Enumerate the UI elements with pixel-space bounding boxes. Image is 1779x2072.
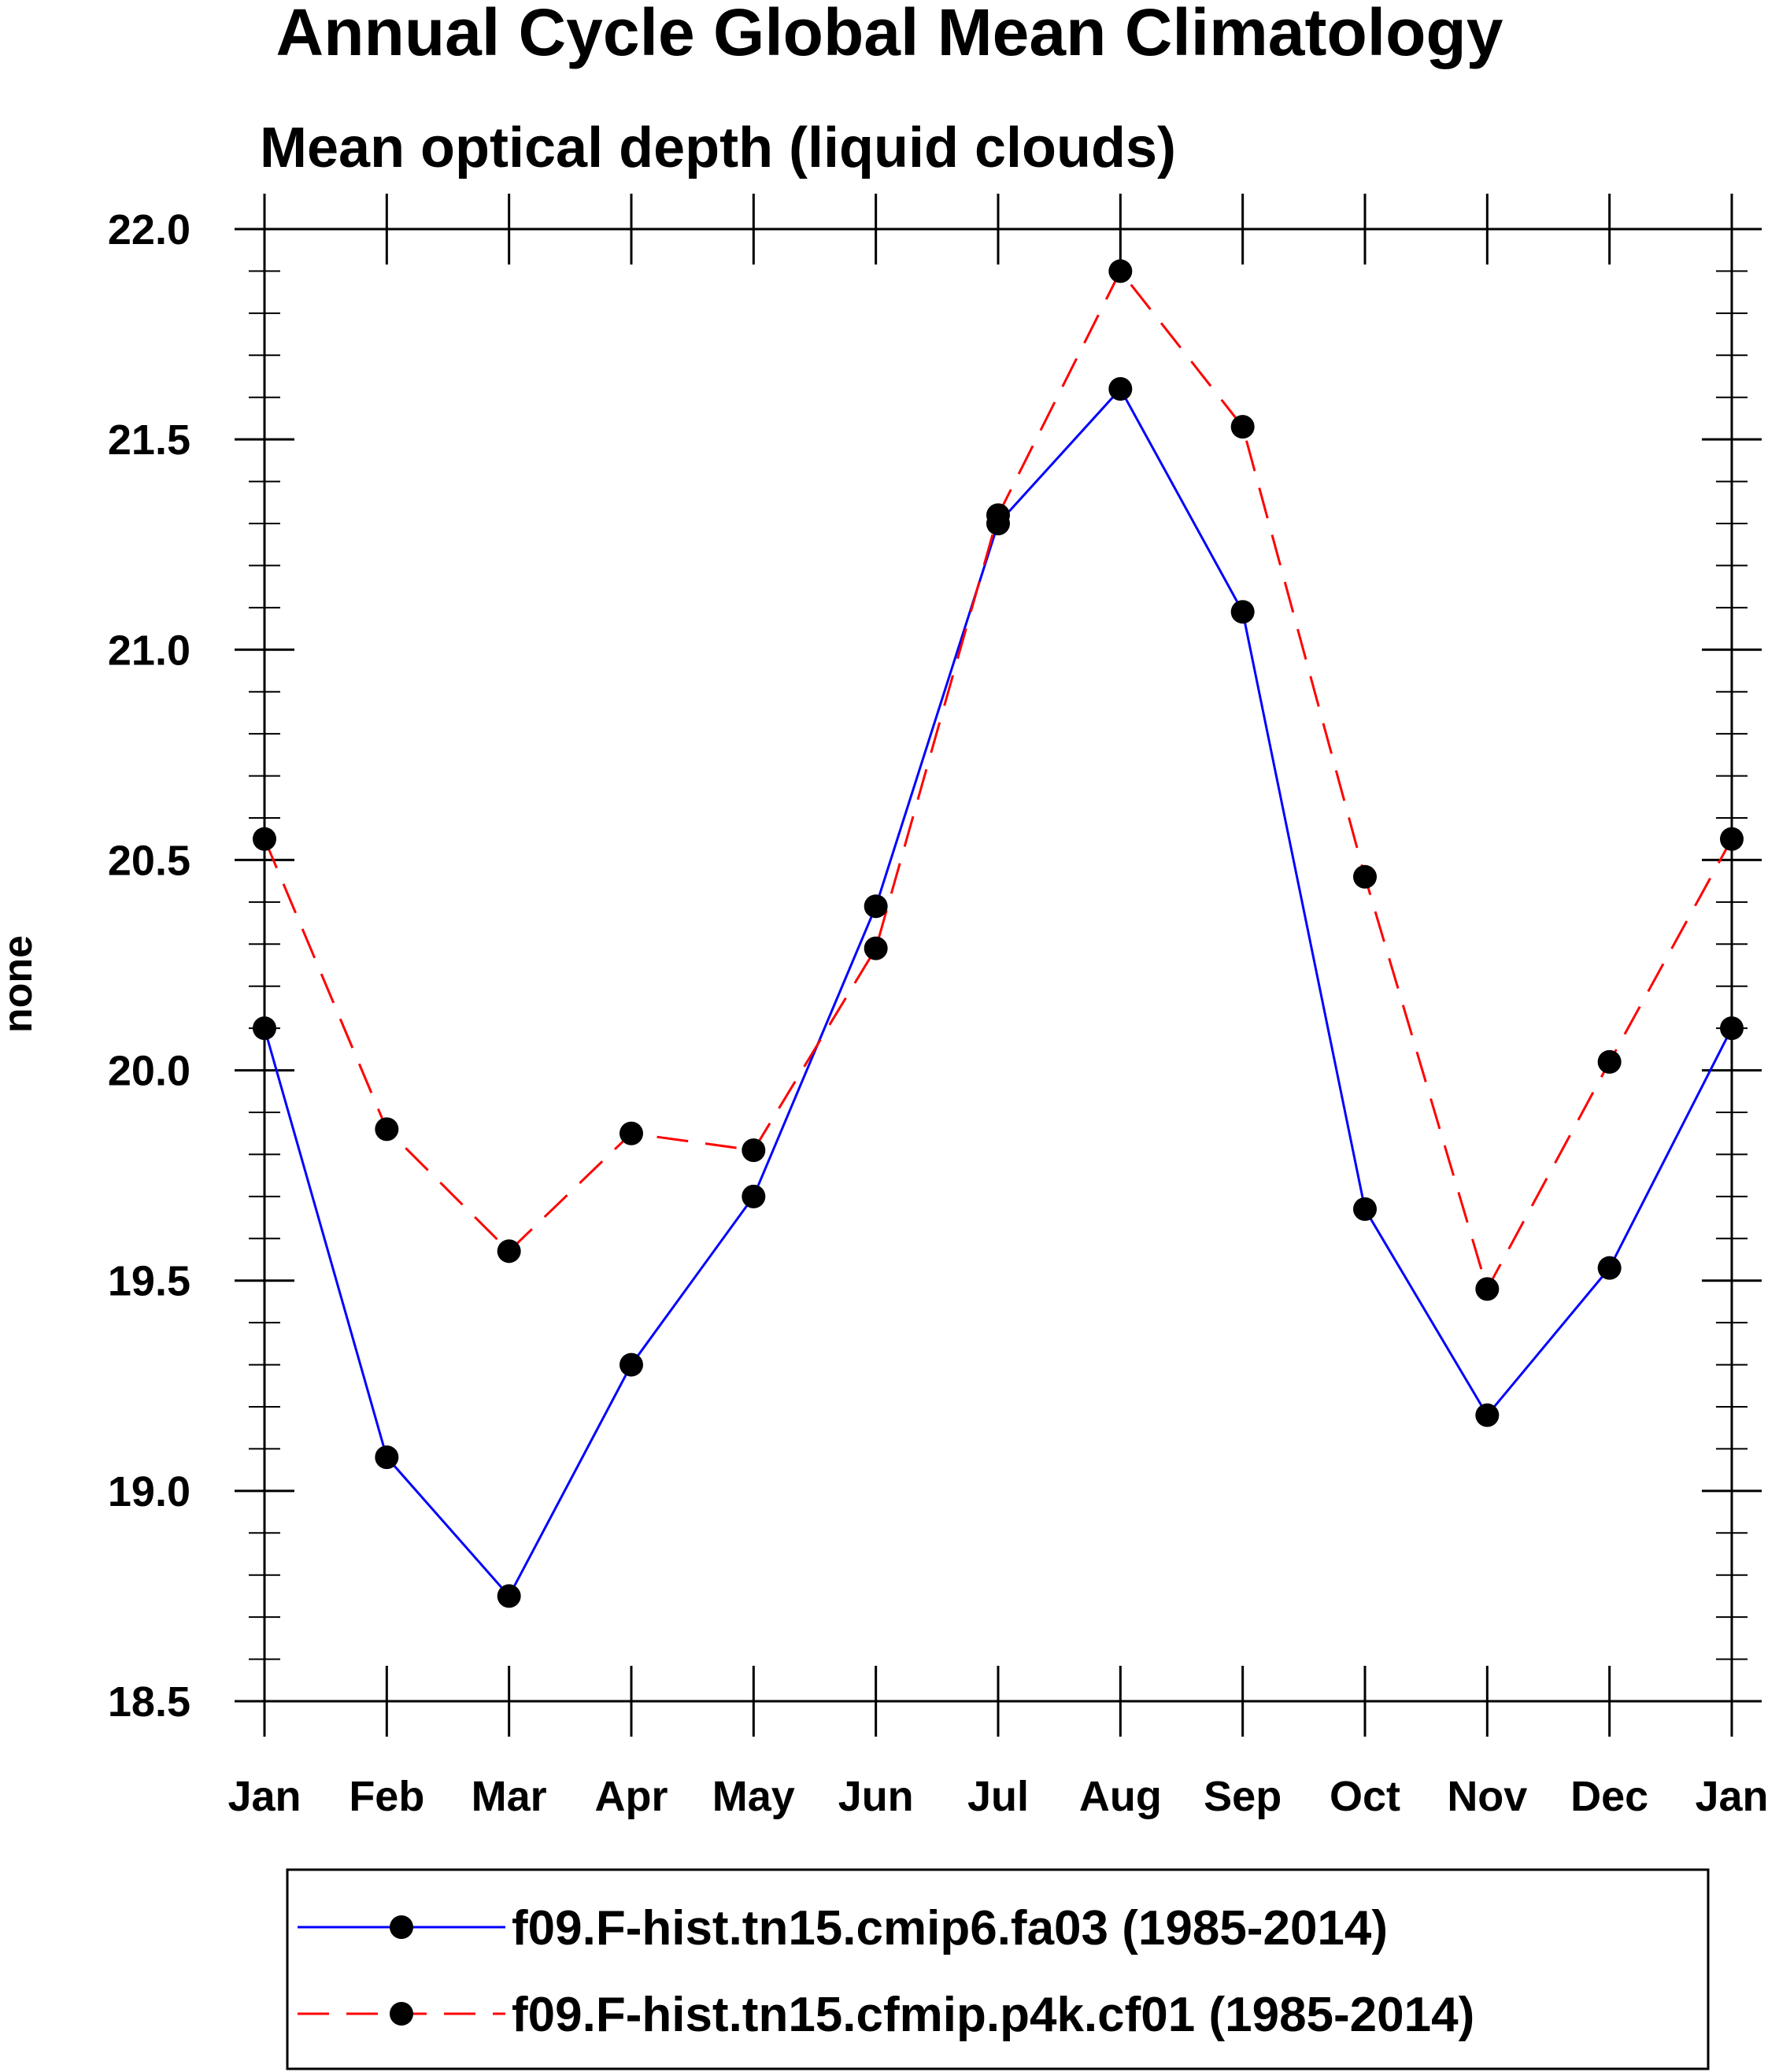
series-2-point [620,1121,643,1145]
series-line-1 [263,387,1733,1599]
series-2-point [864,936,888,960]
x-tick-label: Jul [967,1773,1029,1820]
series-2-point [1597,1049,1622,1074]
series-1-point [742,1184,766,1208]
legend-label-1: f09.F-hist.tn15.cmip6.fa03 (1985-2014) [512,1901,1388,1955]
series-layer [253,259,1744,1608]
minor-ticks [249,270,1748,1660]
x-tick-label: Oct [1330,1773,1400,1820]
chart-subtitle: Mean optical depth (liquid clouds) [260,117,1176,179]
x-tick-label: Jan [1695,1773,1768,1820]
x-tick-label: Apr [595,1773,668,1820]
legend-box [286,1868,1710,2070]
y-tick-label: 21.0 [108,627,190,674]
legend-label-2: f09.F-hist.tn15.cfmip.p4k.cf01 (1985-201… [512,1988,1474,2042]
series-2-point [1475,1277,1500,1301]
series-2-point [986,503,1010,527]
y-tick-label: 22.0 [108,206,190,253]
series-1-point [1475,1403,1500,1427]
series-2-point [1230,415,1255,439]
x-tick-label: Jun [838,1773,914,1820]
series-2-point [497,1239,521,1264]
x-tick-label: Jan [227,1773,301,1820]
x-tick-label: May [712,1773,795,1820]
series-1-point [620,1352,643,1377]
series-1-point [1597,1256,1622,1280]
x-tick-label: Dec [1570,1773,1648,1820]
major-ticks [235,194,1762,1737]
series-2-point [742,1138,766,1163]
series-line-2 [263,268,1733,1293]
series-1-point [1108,377,1133,401]
x-tick-label: Sep [1204,1773,1282,1820]
x-tick-labels: Jan Feb Mar Apr May Jun Jul Aug Sep Oct Nov Dec Jan [227,1773,1768,1820]
series-1-point [1230,600,1255,624]
legend: f09.F-hist.tn15.cmip6.fa03 (1985-2014) f0… [286,1868,1710,2070]
series-1-point [1353,1197,1377,1221]
y-tick-label: 21.5 [108,416,190,464]
series-1-point [864,894,888,919]
series-2-point [1108,259,1133,283]
x-tick-label: Nov [1447,1773,1527,1820]
y-tick-label: 19.5 [108,1258,190,1305]
x-tick-label: Aug [1079,1773,1162,1820]
y-axis-label: none [0,935,41,1033]
y-tick-label: 20.5 [108,837,190,884]
series-1-point [497,1584,521,1608]
series-2-point [1353,864,1377,889]
chart-title: Annual Cycle Global Mean Climatology [276,0,1503,69]
y-tick-label: 18.5 [108,1678,190,1726]
series-1-point [375,1445,399,1470]
y-tick-labels: 18.5 19.0 19.5 20.0 20.5 21.0 21.5 22.0 [108,206,190,1726]
legend-marker-2 [390,2002,413,2026]
y-tick-label: 19.0 [108,1468,190,1515]
series-2-point [375,1117,399,1141]
y-tick-label: 20.0 [108,1048,190,1095]
x-tick-label: Feb [349,1773,424,1820]
x-tick-label: Mar [472,1773,547,1820]
legend-marker-1 [390,1915,413,1939]
plot-frame [263,228,1733,1703]
